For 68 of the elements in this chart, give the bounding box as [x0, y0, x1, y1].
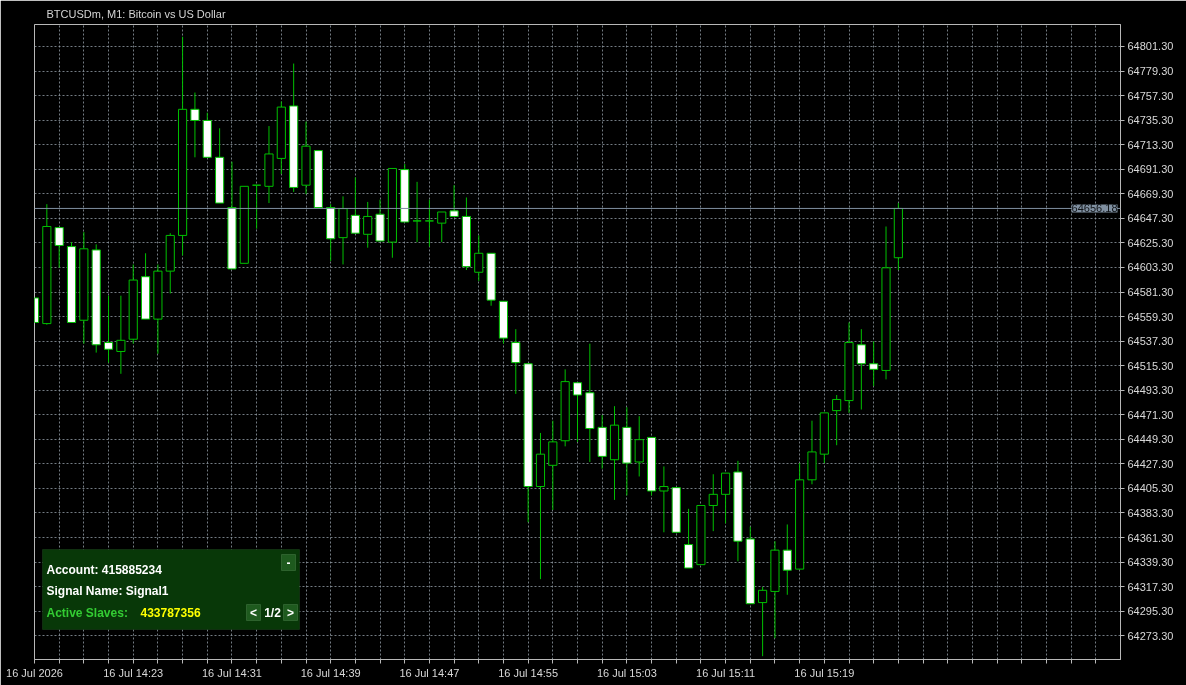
candlestick [437, 211, 447, 243]
candlestick [659, 465, 669, 533]
candlestick [190, 92, 200, 158]
y-tick-label: 64493.30 [1127, 384, 1174, 397]
candlestick [511, 328, 521, 395]
x-tick-label: 16 Jul 14:31 [201, 666, 262, 679]
y-tick-label: 64581.30 [1127, 286, 1174, 298]
y-tick-label: 64361.30 [1127, 531, 1174, 544]
y-tick-label: 64779.30 [1127, 65, 1174, 78]
y-tick-label: 64427.30 [1127, 457, 1174, 470]
annotation: Active Slaves: [46, 605, 128, 620]
annotation: > [287, 605, 295, 620]
candlestick [832, 394, 842, 446]
candlestick [782, 523, 792, 596]
ref-line-label: 64656.18 [1071, 202, 1118, 215]
x-tick-label: 16 Jul 15:19 [794, 666, 855, 679]
annotation: - [286, 556, 291, 570]
x-tick-label: 16 Jul 15:11 [696, 666, 756, 679]
candlestick [449, 184, 459, 217]
annotation: < [250, 605, 258, 620]
candlestick [572, 382, 583, 443]
candlestick [412, 181, 422, 243]
y-tick-label: 64449.30 [1127, 433, 1174, 446]
y-tick-label: 64801.30 [1127, 40, 1174, 53]
y-tick-label: 64405.30 [1127, 482, 1174, 495]
x-tick-label: 16 Jul 15:03 [596, 666, 657, 679]
candlestick [721, 472, 731, 524]
x-tick-label: 16 Jul 14:39 [300, 666, 361, 679]
y-tick-label: 64273.30 [1127, 629, 1174, 642]
x-tick-label: 16 Jul 14:47 [399, 666, 460, 679]
candlestick [424, 199, 434, 248]
annotation: Signal Name: Signal1 [46, 583, 169, 598]
candlestick [856, 328, 866, 411]
annotation: Account: 415885234 [46, 562, 163, 577]
candlestick [350, 176, 360, 234]
annotation: 1/2 [264, 605, 282, 620]
y-tick-label: 64691.30 [1127, 163, 1174, 176]
y-tick-label: 64471.30 [1127, 408, 1174, 421]
candlestick [758, 586, 768, 657]
y-tick-label: 64295.30 [1127, 605, 1174, 618]
y-tick-label: 64559.30 [1127, 310, 1174, 323]
y-tick-label: 64713.30 [1127, 138, 1174, 151]
x-tick-label: 16 Jul 14:23 [103, 666, 164, 679]
x-tick-label: 16 Jul 14:55 [498, 666, 559, 679]
y-tick-label: 64603.30 [1127, 261, 1174, 274]
candlestick [708, 473, 718, 532]
candlestick [684, 508, 694, 569]
y-tick-label: 64669.30 [1127, 187, 1174, 200]
x-tick-label: 16 Jul 2026 [6, 666, 63, 679]
candlestick [116, 295, 126, 375]
y-tick-label: 64625.30 [1127, 236, 1174, 249]
y-tick-label: 64735.30 [1127, 114, 1174, 127]
y-tick-label: 64317.30 [1127, 580, 1174, 593]
candlestick [103, 295, 114, 364]
candlestick [634, 415, 644, 477]
annotation: 433787356 [140, 606, 201, 620]
y-tick-label: 64647.30 [1127, 212, 1174, 225]
y-tick-label: 64339.30 [1127, 556, 1174, 569]
chart-title: BTCUSDm, M1: Bitcoin vs US Dollar [46, 7, 226, 20]
y-tick-label: 64515.30 [1127, 359, 1174, 372]
candlestick [363, 201, 373, 249]
candlestick [548, 420, 558, 511]
y-tick-label: 64537.30 [1127, 335, 1174, 348]
y-tick-label: 64383.30 [1127, 506, 1174, 519]
candlestick [869, 340, 879, 387]
y-tick-label: 64757.30 [1127, 89, 1174, 102]
candlestick [474, 234, 484, 282]
candlestick [54, 227, 64, 269]
